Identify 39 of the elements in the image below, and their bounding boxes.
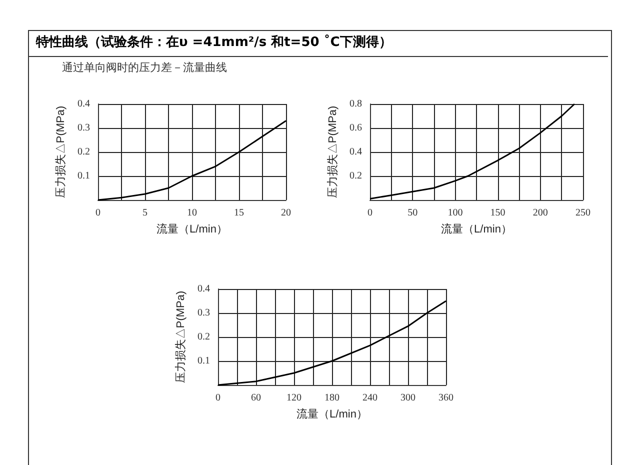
x-axis-title: 流量（L/min） xyxy=(441,222,512,236)
y-axis-title: 压力损失△P(MPa) xyxy=(326,106,340,198)
x-tick-label: 300 xyxy=(400,392,416,404)
y-axis-title: 压力损失△P(MPa) xyxy=(54,106,68,198)
x-tick-label: 0 xyxy=(216,392,220,404)
x-tick-label: 200 xyxy=(532,208,548,218)
x-tick-label: 180 xyxy=(324,392,340,404)
x-axis-title: 流量（L/min） xyxy=(296,408,368,420)
x-tick-label: 20 xyxy=(281,208,291,218)
y-tick-label: 0.8 xyxy=(350,98,362,110)
x-tick-label: 60 xyxy=(251,392,261,404)
x-tick-label: 10 xyxy=(187,208,197,218)
x-tick-label: 120 xyxy=(286,392,302,404)
x-tick-label: 250 xyxy=(576,208,590,218)
x-tick-label: 100 xyxy=(448,208,463,218)
x-tick-label: 0 xyxy=(96,208,100,218)
x-tick-label: 50 xyxy=(408,208,418,218)
y-tick-label: 0.2 xyxy=(198,332,210,342)
chart-subtitle: 通过单向阀时的压力差－流量曲线 xyxy=(62,60,227,75)
y-tick-label: 0.2 xyxy=(78,146,90,158)
line-series xyxy=(369,103,576,200)
y-tick-label: 0.1 xyxy=(78,170,90,182)
y-tick-label: 0.3 xyxy=(198,308,210,318)
x-tick-label: 360 xyxy=(438,392,454,404)
x-tick-label: 0 xyxy=(368,208,372,218)
y-tick-label: 0.4 xyxy=(78,98,90,110)
y-tick-label: 0.1 xyxy=(198,356,210,366)
y-tick-label: 0.2 xyxy=(350,170,362,182)
x-axis-title: 流量（L/min） xyxy=(156,222,228,236)
y-tick-label: 0.4 xyxy=(350,146,362,158)
x-tick-label: 150 xyxy=(490,208,506,218)
y-tick-label: 0.6 xyxy=(350,122,362,134)
chart-title: 特性曲线（试验条件：在υ =41mm²/s 和t=50 ˚C下测得） xyxy=(28,30,608,57)
y-axis-title: 压力损失△P(MPa) xyxy=(174,290,188,384)
y-tick-label: 0.3 xyxy=(78,122,90,134)
x-tick-label: 15 xyxy=(234,208,244,218)
x-tick-label: 240 xyxy=(362,392,378,404)
y-tick-label: 0.4 xyxy=(198,284,210,294)
x-tick-label: 5 xyxy=(142,208,148,218)
